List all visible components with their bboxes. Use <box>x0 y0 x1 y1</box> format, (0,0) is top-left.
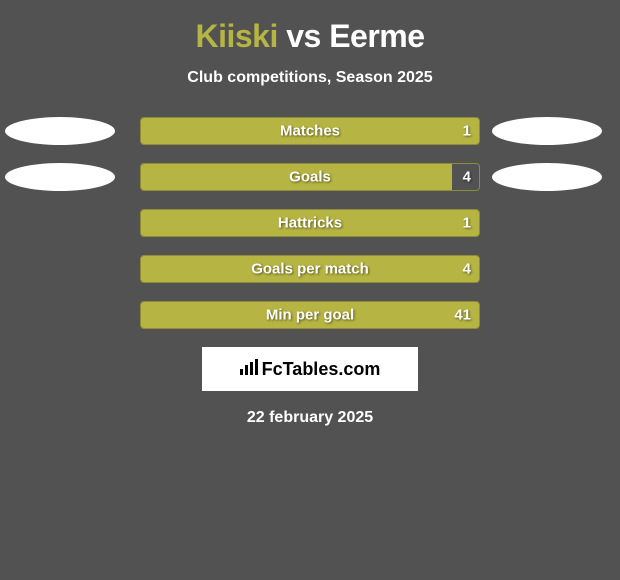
comparison-widget: Kiiski vs Eerme Club competitions, Seaso… <box>0 0 620 437</box>
player1-marker <box>5 163 115 191</box>
player2-name: Eerme <box>329 18 424 54</box>
stat-value: 4 <box>463 261 471 278</box>
stat-value: 4 <box>463 169 471 186</box>
stat-label: Goals per match <box>251 261 369 278</box>
logo-text: FcTables.com <box>262 359 381 380</box>
stat-row: Matches 1 <box>0 117 620 145</box>
stat-label: Hattricks <box>278 215 342 232</box>
stat-bar: Hattricks 1 <box>140 209 480 237</box>
logo-link[interactable]: FcTables.com <box>202 347 418 391</box>
player2-marker <box>492 117 602 145</box>
subtitle: Club competitions, Season 2025 <box>187 69 432 87</box>
page-title: Kiiski vs Eerme <box>195 18 424 55</box>
stat-value: 41 <box>454 307 471 324</box>
stat-row: Hattricks 1 <box>0 209 620 237</box>
player2-marker <box>492 163 602 191</box>
stat-label: Min per goal <box>266 307 354 324</box>
date-label: 22 february 2025 <box>247 409 373 427</box>
stat-label: Matches <box>280 123 340 140</box>
stat-bar: Goals 4 <box>140 163 480 191</box>
stat-bar: Matches 1 <box>140 117 480 145</box>
stat-row: Goals per match 4 <box>0 255 620 283</box>
stat-row: Min per goal 41 <box>0 301 620 329</box>
stat-value: 1 <box>463 215 471 232</box>
stats-list: Matches 1 Goals 4 Hattricks 1 Goals per match 4… <box>0 117 620 329</box>
stat-label: Goals <box>289 169 331 186</box>
stat-bar: Min per goal 41 <box>140 301 480 329</box>
chart-icon <box>240 359 258 380</box>
player1-marker <box>5 117 115 145</box>
stat-bar: Goals per match 4 <box>140 255 480 283</box>
stat-row: Goals 4 <box>0 163 620 191</box>
vs-text: vs <box>286 18 321 54</box>
player1-name: Kiiski <box>195 18 277 54</box>
stat-value: 1 <box>463 123 471 140</box>
